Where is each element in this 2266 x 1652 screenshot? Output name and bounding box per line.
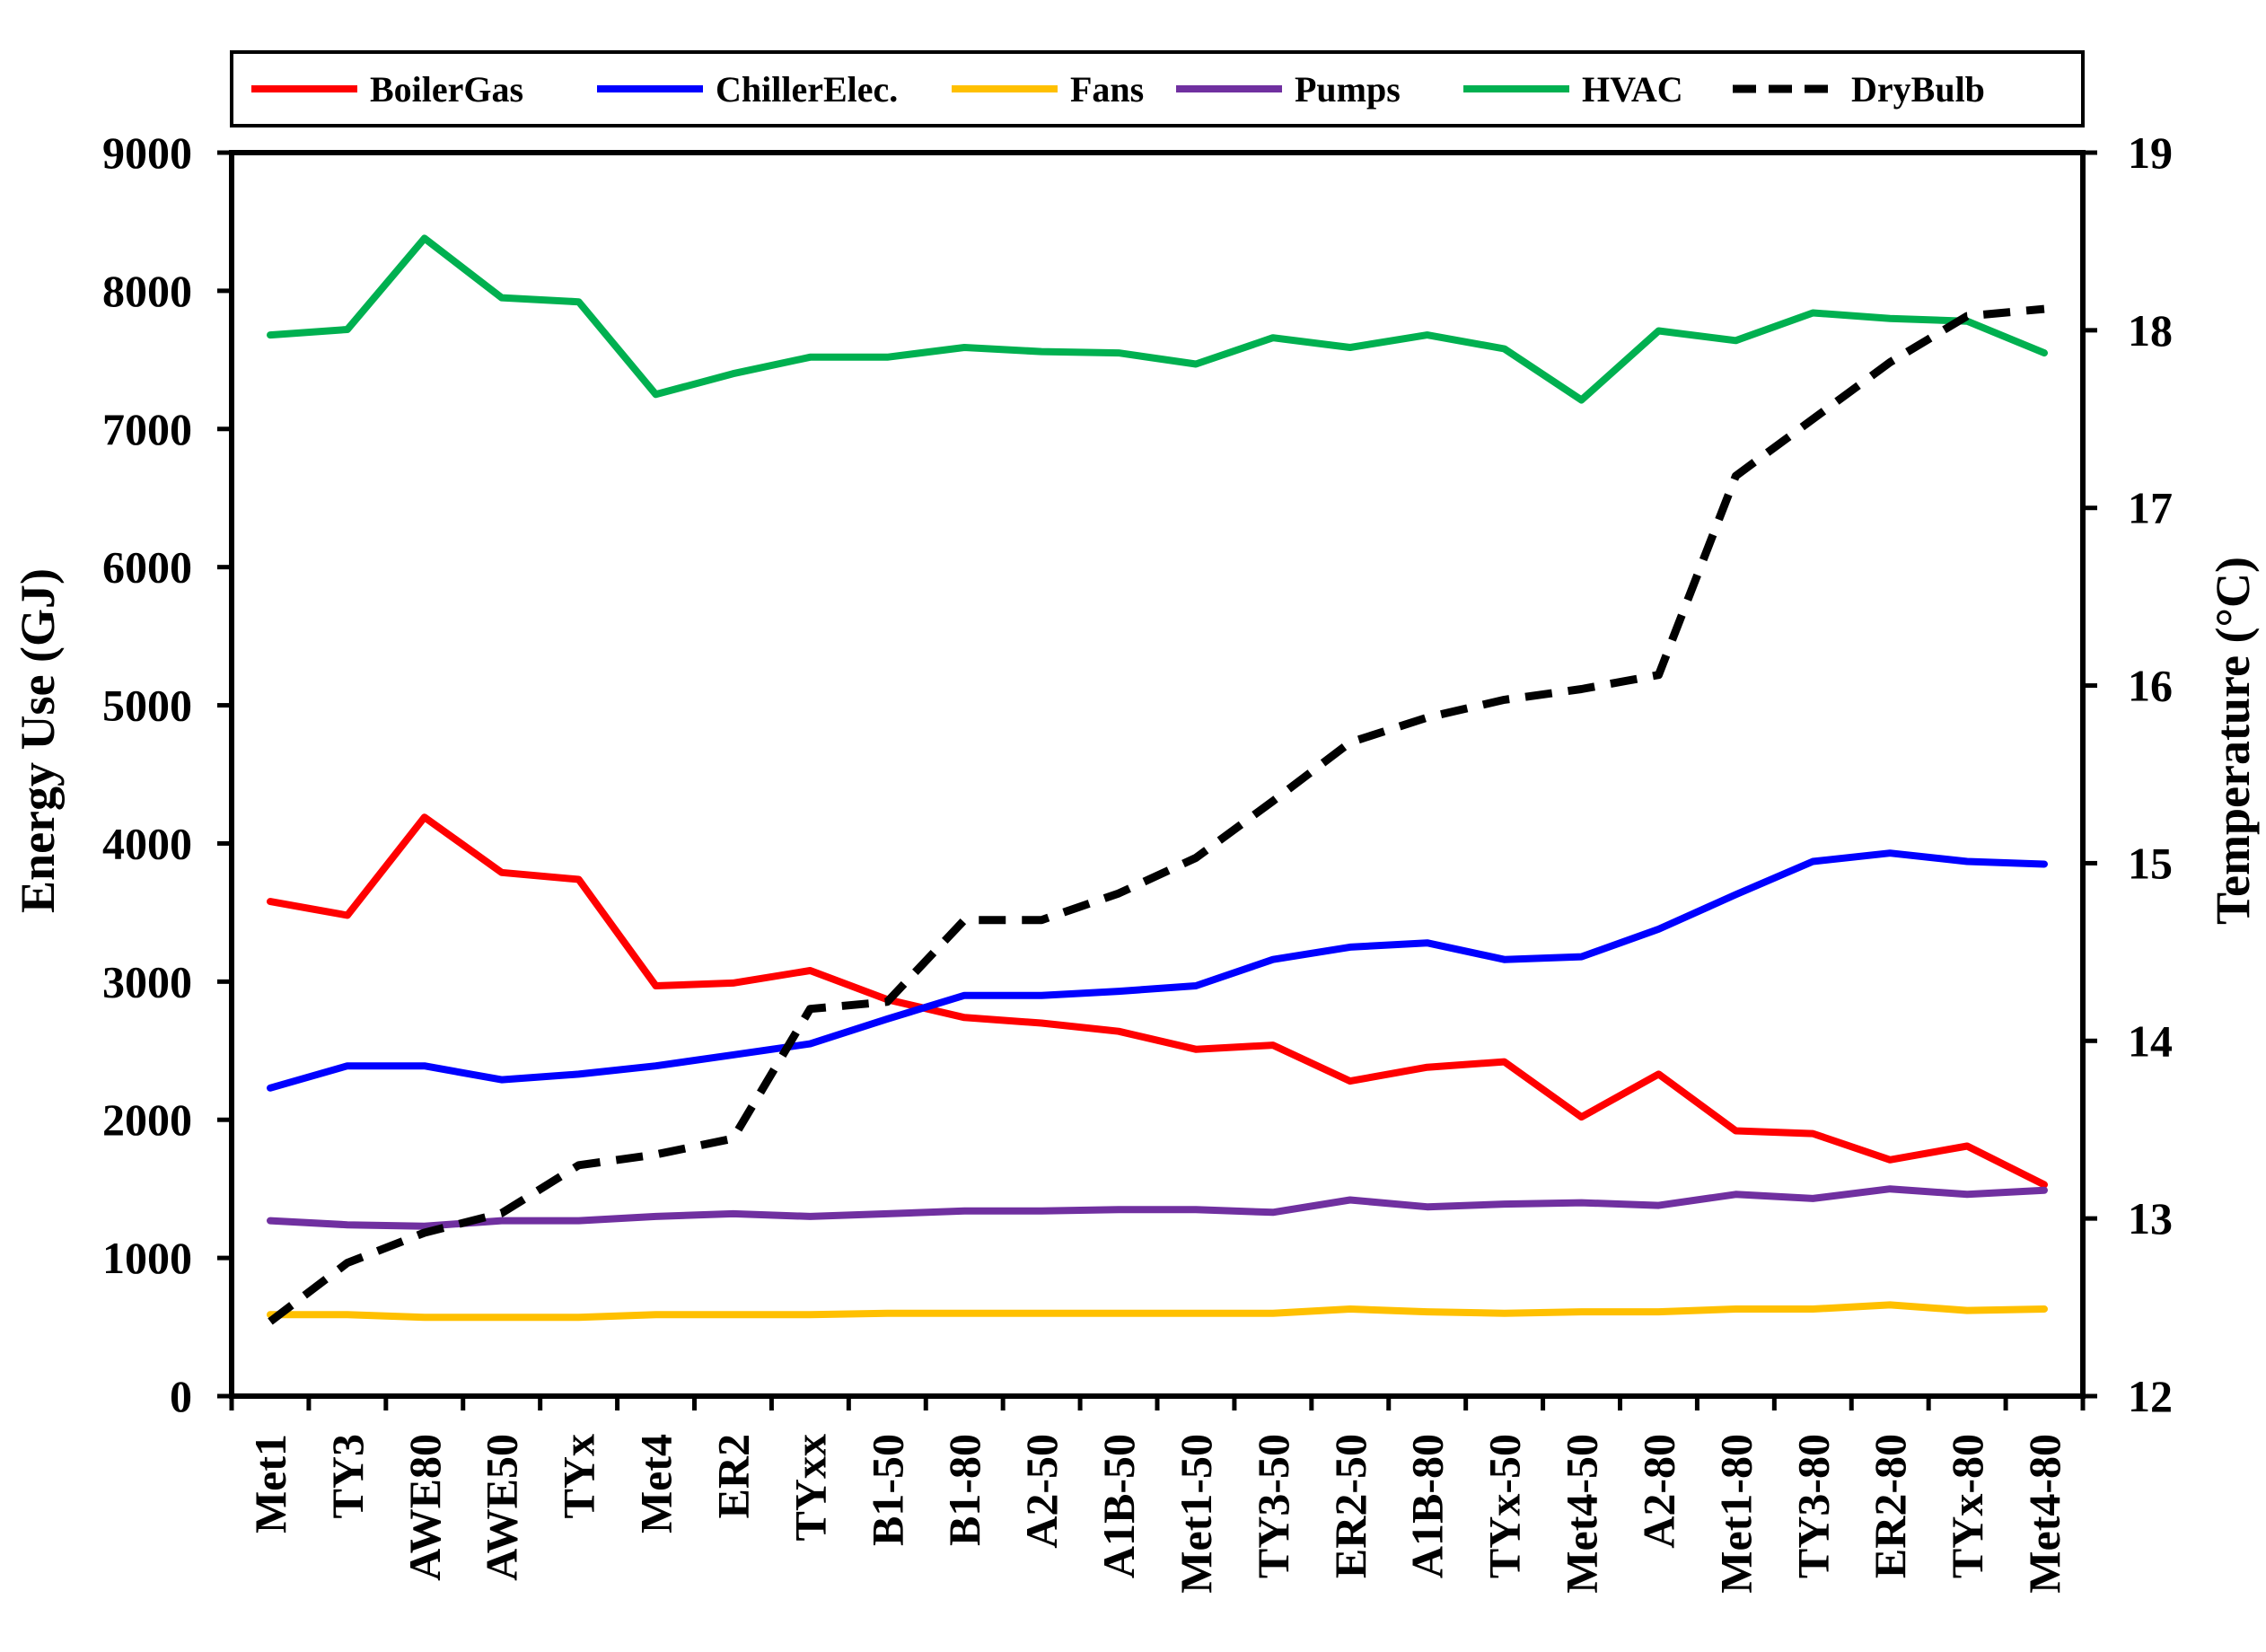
y2-tick-label: 12 bbox=[2128, 1371, 2173, 1421]
legend-label-chillerelec: ChillerElec. bbox=[716, 69, 898, 110]
y2-tick-label: 13 bbox=[2128, 1193, 2173, 1243]
y2-axis-title: Temperature (°C) bbox=[2206, 557, 2260, 925]
x-tick-label: A1B-80 bbox=[1402, 1434, 1453, 1578]
x-tick-label: TYx-80 bbox=[1942, 1434, 1992, 1578]
x-tick-label: Met1-80 bbox=[1710, 1434, 1761, 1594]
y2-tick-label: 17 bbox=[2128, 483, 2173, 533]
y2-tick-label: 14 bbox=[2128, 1015, 2173, 1066]
x-tick-label: TY3-80 bbox=[1787, 1434, 1838, 1578]
x-tick-label: Met1-50 bbox=[1171, 1434, 1221, 1594]
x-tick-label: Met4 bbox=[631, 1434, 681, 1533]
y-tick-label: 5000 bbox=[102, 681, 192, 731]
series-line-drybulb bbox=[268, 304, 2045, 1325]
x-tick-label: ER2-50 bbox=[1325, 1434, 1375, 1578]
x-tick-label: Met4-80 bbox=[2019, 1434, 2069, 1594]
series-layer bbox=[267, 234, 2048, 1325]
y-tick-label: 3000 bbox=[102, 956, 192, 1006]
x-tick-label: B1-80 bbox=[939, 1434, 989, 1546]
y2-tick-label: 15 bbox=[2128, 838, 2173, 888]
axes: 0 1000 2000 3000 4000 5000 6000 7000 8000 9000 12 1… bbox=[102, 127, 2173, 1594]
x-tick-label: ER2-80 bbox=[1865, 1434, 1915, 1578]
x-tick-label: A1B-50 bbox=[1093, 1434, 1144, 1578]
y-axis-title: Energy Use (GJ) bbox=[11, 568, 65, 913]
x-tick-label: A2-80 bbox=[1634, 1434, 1684, 1549]
x-tick-label: ER2 bbox=[708, 1434, 759, 1518]
series-line-boilergas bbox=[267, 813, 2048, 1189]
x-tick-label: TYxx bbox=[785, 1434, 835, 1541]
series-line-fans bbox=[267, 1301, 2048, 1322]
x-tick-label: B1-50 bbox=[862, 1434, 912, 1546]
y2-tick-label: 18 bbox=[2128, 305, 2173, 356]
y-tick-label: 8000 bbox=[102, 266, 192, 316]
y2-tick-label: 19 bbox=[2128, 127, 2173, 178]
y2-tick-label: 16 bbox=[2128, 661, 2173, 711]
x-tick-label: AWE50 bbox=[477, 1434, 527, 1581]
y-tick-label: 9000 bbox=[102, 127, 192, 178]
x-tick-label: A2-50 bbox=[1016, 1434, 1067, 1549]
y-tick-label: 6000 bbox=[102, 542, 192, 593]
x-tick-label: AWE80 bbox=[400, 1434, 450, 1581]
y-tick-label: 1000 bbox=[102, 1233, 192, 1283]
legend-label-pumps: Pumps bbox=[1295, 69, 1401, 110]
y-tick-label: 4000 bbox=[102, 818, 192, 868]
series-line-hvac bbox=[267, 234, 2048, 404]
legend-label-drybulb: DryBulb bbox=[1851, 69, 1985, 110]
y-tick-label: 0 bbox=[170, 1371, 192, 1421]
series-line-pumps bbox=[267, 1185, 2048, 1230]
y-tick-label: 7000 bbox=[102, 404, 192, 454]
x-tick-label: TY3-50 bbox=[1248, 1434, 1298, 1578]
y-tick-label: 2000 bbox=[102, 1094, 192, 1145]
x-tick-label: Met1 bbox=[245, 1434, 295, 1533]
series-line-chillerelec bbox=[267, 849, 2048, 1092]
legend: BoilerGas ChillerElec. Fans Pumps HVAC DryBul… bbox=[230, 50, 2085, 127]
x-tick-label: TYx-50 bbox=[1480, 1434, 1530, 1578]
x-tick-label: TYx bbox=[554, 1434, 604, 1518]
x-tick-label: Met4-50 bbox=[1557, 1434, 1607, 1594]
legend-label-hvac: HVAC bbox=[1582, 69, 1683, 110]
x-tick-label: TY3 bbox=[322, 1434, 373, 1518]
legend-label-fans: Fans bbox=[1070, 69, 1144, 110]
legend-label-boilergas: BoilerGas bbox=[370, 69, 523, 110]
